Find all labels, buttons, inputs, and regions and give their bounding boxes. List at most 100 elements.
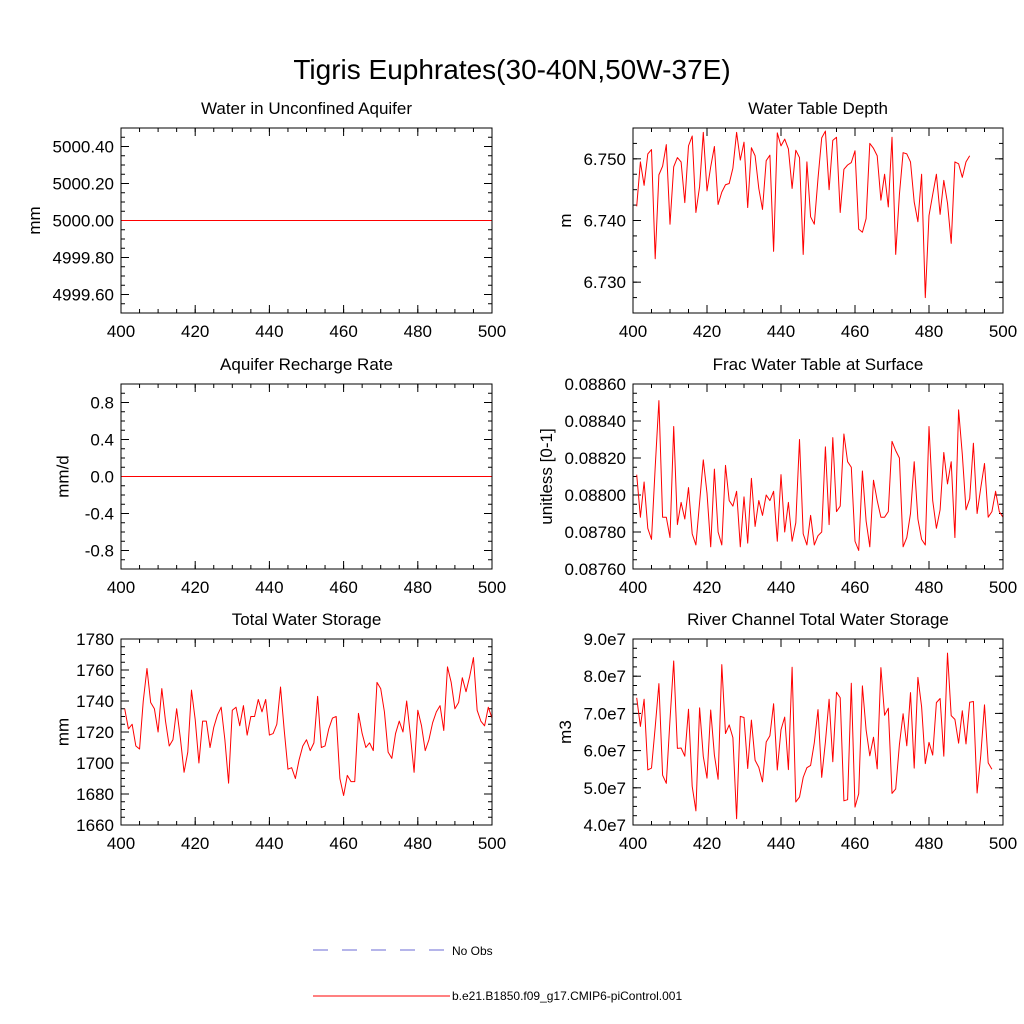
plot-frame [120, 127, 493, 314]
x-tick-label: 460 [329, 578, 357, 597]
x-tick-label: 460 [841, 834, 869, 853]
x-tick-label: 440 [767, 322, 795, 341]
series-line-0 [124, 657, 492, 797]
legend: No Obs b.e21.B1850.f09_g17.CMIP6-piContr… [313, 944, 682, 1003]
plot-frame [632, 127, 1004, 314]
y-tick-label: 5000.20 [53, 175, 114, 194]
x-tick-label: 500 [989, 834, 1017, 853]
y-tick-label: 8.0e7 [583, 667, 626, 686]
y-tick-label: 0.4 [90, 431, 114, 450]
plot-frame [632, 638, 1004, 826]
y-axis-label: mm [54, 718, 73, 746]
x-tick-label: 400 [107, 578, 135, 597]
y-tick-label: 5000.00 [53, 212, 114, 231]
y-tick-label: 9.0e7 [583, 630, 626, 649]
y-tick-label: 1760 [76, 661, 114, 680]
chart-panel-1: Water Table Depth 400 420 440 460 480 500 6.730… [556, 99, 1017, 341]
x-tick-label: 400 [619, 578, 647, 597]
x-tick-label: 480 [404, 322, 432, 341]
y-tick-label: 4999.60 [53, 286, 114, 305]
y-axis-label: unitless [0-1] [537, 428, 556, 524]
chart-title: Total Water Storage [232, 610, 382, 629]
y-tick-label: 6.730 [583, 273, 626, 292]
y-axis-label: m [556, 213, 575, 227]
y-axis-label: mm/d [54, 455, 73, 498]
series-line-0 [636, 400, 1003, 551]
chart-title: Water Table Depth [748, 99, 888, 118]
y-axis-label: m3 [556, 720, 575, 744]
y-tick-label: 0.08860 [565, 375, 626, 394]
x-tick-label: 440 [767, 834, 795, 853]
x-tick-label: 400 [619, 322, 647, 341]
plot-frame [632, 383, 1004, 570]
plot-frame [120, 638, 493, 826]
y-tick-label: 4.0e7 [583, 816, 626, 835]
series-line-0 [636, 130, 971, 299]
y-tick-label: 5.0e7 [583, 779, 626, 798]
x-tick-label: 440 [767, 578, 795, 597]
x-tick-label: 480 [404, 834, 432, 853]
y-tick-label: 0.08840 [565, 412, 626, 431]
panels-container: Water in Unconfined Aquifer 400 420 440 460 4… [25, 99, 1017, 853]
y-tick-label: 6.0e7 [583, 742, 626, 761]
x-tick-label: 460 [329, 834, 357, 853]
y-tick-label: 1780 [76, 630, 114, 649]
chart-panel-2: Aquifer Recharge Rate 400 420 440 460 480 500 -… [54, 355, 507, 597]
x-tick-label: 420 [181, 322, 209, 341]
y-tick-label: 7.0e7 [583, 704, 626, 723]
x-tick-label: 500 [478, 322, 506, 341]
y-tick-label: 1680 [76, 785, 114, 804]
y-tick-label: 1720 [76, 723, 114, 742]
y-tick-label: 0.08780 [565, 523, 626, 542]
x-tick-label: 480 [915, 578, 943, 597]
legend-label-model-run: b.e21.B1850.f09_g17.CMIP6-piControl.001 [452, 989, 682, 1003]
y-tick-label: 0.8 [90, 394, 114, 413]
x-tick-label: 480 [404, 578, 432, 597]
chart-panel-4: Total Water Storage 400 420 440 460 480 500 166… [54, 610, 507, 853]
y-tick-label: 1700 [76, 754, 114, 773]
y-tick-label: 0.08800 [565, 486, 626, 505]
x-tick-label: 480 [915, 834, 943, 853]
x-tick-label: 480 [915, 322, 943, 341]
x-tick-label: 460 [841, 322, 869, 341]
x-tick-label: 500 [989, 578, 1017, 597]
y-tick-label: 5000.40 [53, 138, 114, 157]
chart-panel-0: Water in Unconfined Aquifer 400 420 440 460 4… [25, 99, 506, 341]
series-line-0 [636, 652, 993, 820]
y-tick-label: 1740 [76, 692, 114, 711]
x-tick-label: 400 [107, 322, 135, 341]
x-tick-label: 420 [693, 578, 721, 597]
y-tick-label: 4999.80 [53, 249, 114, 268]
chart-panel-3: Frac Water Table at Surface 400 420 440 460 4… [537, 355, 1017, 597]
y-tick-label: 6.750 [583, 150, 626, 169]
chart-title: River Channel Total Water Storage [687, 610, 949, 629]
y-tick-label: 6.740 [583, 212, 626, 231]
x-tick-label: 420 [693, 834, 721, 853]
x-tick-label: 460 [841, 578, 869, 597]
x-tick-label: 440 [255, 578, 283, 597]
x-tick-label: 420 [181, 578, 209, 597]
chart-title: Water in Unconfined Aquifer [201, 99, 412, 118]
y-tick-label: -0.4 [85, 505, 114, 524]
x-tick-label: 440 [255, 834, 283, 853]
y-axis-label: mm [25, 206, 44, 234]
x-tick-label: 440 [255, 322, 283, 341]
chart-title: Frac Water Table at Surface [713, 355, 924, 374]
x-tick-label: 420 [693, 322, 721, 341]
x-tick-label: 400 [107, 834, 135, 853]
y-tick-label: 0.08760 [565, 560, 626, 579]
x-tick-label: 400 [619, 834, 647, 853]
chart-panel-5: River Channel Total Water Storage 400 420 4… [556, 610, 1017, 853]
x-tick-label: 500 [989, 322, 1017, 341]
x-tick-label: 460 [329, 322, 357, 341]
y-tick-label: -0.8 [85, 542, 114, 561]
x-tick-label: 500 [478, 578, 506, 597]
figure-title: Tigris Euphrates(30-40N,50W-37E) [293, 54, 730, 85]
y-tick-label: 0.0 [90, 468, 114, 487]
y-tick-label: 1660 [76, 816, 114, 835]
plot-frame [120, 383, 493, 570]
legend-label-no-obs: No Obs [452, 944, 493, 958]
x-tick-label: 500 [478, 834, 506, 853]
y-tick-label: 0.08820 [565, 449, 626, 468]
